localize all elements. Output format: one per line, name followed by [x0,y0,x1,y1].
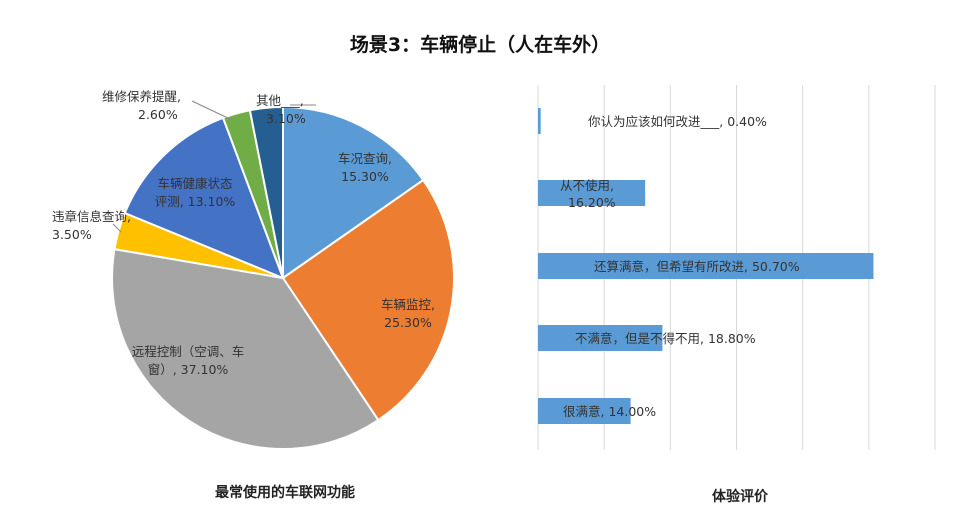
pie-data-label-value: 3.10% [266,111,306,126]
pie-slice [111,247,380,450]
bar-chart-caption: 体验评价 [712,489,768,505]
pie-leader-line [191,100,233,121]
chart-title: 场景3：车辆停止（人在车外） [349,34,611,56]
pie-chart-caption: 最常使用的车联网功能 [215,485,355,501]
bar-chart: 你认为应该如何改进___, 0.40% 从不使用, 16.20% 还算满意，但希望有所… [537,85,936,450]
pie-slice [282,105,425,280]
bar-data-label: 从不使用, [560,178,614,193]
pie-slice [248,105,284,279]
pie-data-label-value: 窗）, 37.10% [148,362,229,377]
bar [538,253,874,279]
bar-data-label: 不满意，但是不得不用, 18.80% [575,331,756,346]
bar-data-label-value: 16.20% [568,195,616,210]
pie-leader-line [112,223,122,233]
pie-data-label: 车况查询, [338,151,392,166]
pie-data-label-value: 25.30% [384,315,432,330]
bar-data-label: 很满意, 14.00% [563,404,656,419]
bar [538,325,663,351]
pie-chart: 车况查询, 15.30% 车辆监控, 25.30% 远程控制（空调、车窗）, 37.10… [52,89,455,450]
bar [538,398,631,424]
pie-slice [281,178,455,422]
bar [538,180,646,206]
bar [538,108,541,134]
pie-data-label-value: 评测, 13.10% [155,194,236,209]
pie-data-label-value: 2.60% [138,107,178,122]
pie-data-label: 维修保养提醒, [102,89,181,104]
pie-data-label: 其他___, [256,93,304,108]
bar-data-label: 还算满意，但希望有所改进, 50.70% [594,259,800,274]
pie-data-label: 违章信息查询, [52,209,131,224]
pie-data-label: 车辆监控, [381,297,435,312]
pie-data-label-value: 15.30% [341,169,389,184]
bar-data-label: 你认为应该如何改进___, 0.40% [588,114,767,129]
pie-data-label: 远程控制（空调、车 [132,344,245,359]
pie-data-label: 车辆健康状态 [157,176,232,191]
pie-data-label-value: 3.50% [52,227,92,242]
pie-slice [123,116,285,280]
